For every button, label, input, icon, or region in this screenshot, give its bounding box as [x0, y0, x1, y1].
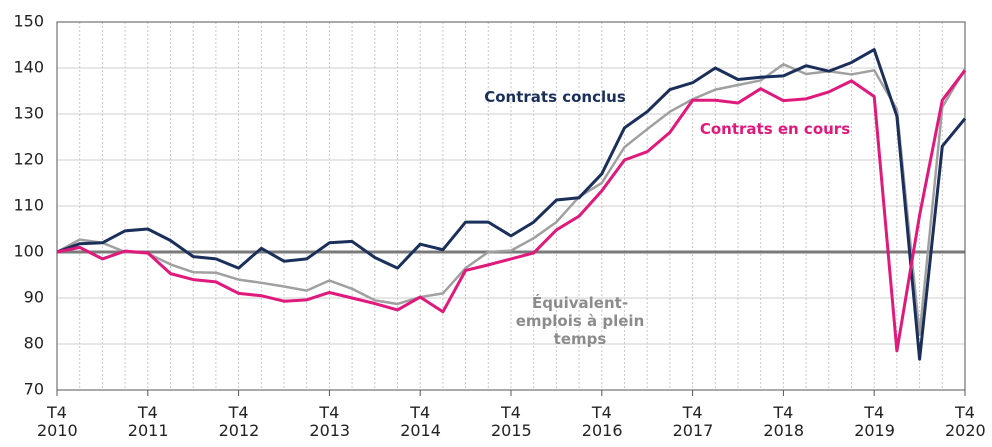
x-tick-label: T4 2020	[945, 403, 986, 440]
series-label: Contrats en cours	[699, 120, 851, 138]
x-tick-label: T4 2017	[672, 403, 714, 440]
x-tick-label: T4 2013	[309, 403, 351, 440]
x-tick-label: T4 2018	[763, 403, 805, 440]
y-tick-label: 120	[13, 150, 44, 169]
y-tick-label: 100	[13, 242, 44, 261]
y-tick-label: 130	[13, 104, 44, 123]
series-line	[56, 48, 967, 361]
y-tick-label: 80	[24, 334, 44, 353]
series-label: Équivalent-emplois à plein temps	[515, 294, 645, 348]
y-tick-label: 90	[24, 288, 44, 307]
y-tick-label: 140	[13, 58, 44, 77]
series-line	[56, 69, 967, 353]
x-tick-label: T4 2011	[127, 403, 169, 440]
y-tick-label: 110	[13, 196, 44, 215]
series-label: Contrats conclus	[484, 88, 626, 106]
y-tick-label: 150	[13, 12, 44, 31]
x-tick-label: T4 2010	[37, 403, 78, 440]
x-tick-label: T4 2019	[854, 403, 895, 440]
x-tick-label: T4 2015	[491, 403, 532, 440]
y-tick-label: 70	[24, 380, 44, 399]
x-tick-label: T4 2014	[400, 403, 441, 440]
series-line	[56, 63, 967, 337]
x-tick-label: T4 2016	[581, 403, 623, 440]
x-tick-label: T4 2012	[218, 403, 260, 440]
